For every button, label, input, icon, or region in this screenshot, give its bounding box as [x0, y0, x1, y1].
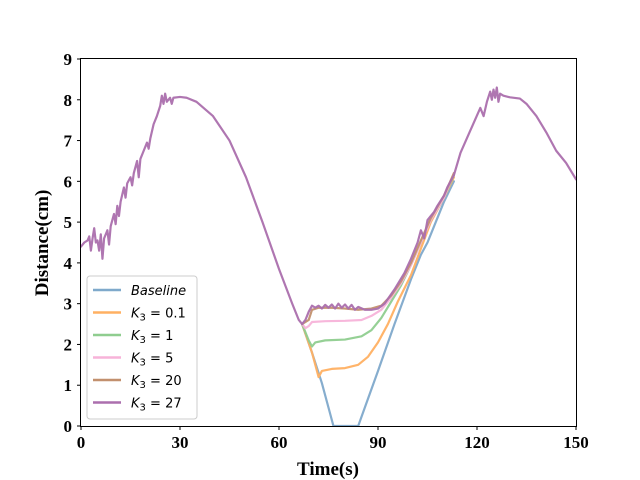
y-axis-ticks: 0 1 2 3 4 5 6 7 8 9 [64, 50, 81, 436]
y-tick-label: 3 [64, 295, 73, 314]
legend-entry: K3 = 1 [131, 329, 173, 346]
y-axis-label: Distance(cm) [32, 190, 53, 297]
y-tick-label: 6 [64, 172, 73, 191]
legend-entry: K3 = 5 [131, 352, 173, 369]
x-tick-label: 30 [172, 433, 189, 452]
y-tick-label: 7 [64, 132, 73, 151]
legend-entry: Baseline [131, 284, 186, 299]
y-tick-label: 5 [64, 213, 73, 232]
series-lines [81, 86, 576, 426]
plot-frame [80, 58, 577, 427]
x-tick-label: 120 [464, 433, 490, 452]
legend-entry: K3 = 0.1 [131, 307, 186, 324]
y-tick-label: 1 [64, 376, 73, 395]
x-axis-ticks: 0 30 60 90 120 150 [77, 426, 589, 452]
legend: Baseline K3 = 0.1 K3 = 1 K3 = 5 K3 = 20 K3 = … [86, 275, 198, 420]
series-line-1 [301, 176, 455, 379]
y-tick-label: 2 [64, 335, 73, 354]
series-line-5 [81, 86, 576, 326]
y-tick-label: 9 [64, 50, 73, 69]
y-tick-label: 4 [64, 254, 73, 273]
x-tick-label: 90 [370, 433, 387, 452]
legend-entry: K3 = 27 [131, 397, 182, 414]
x-axis-label: Time(s) [297, 459, 359, 480]
series-line-4 [301, 172, 455, 326]
x-tick-label: 0 [77, 433, 86, 452]
x-tick-label: 150 [563, 433, 589, 452]
y-tick-label: 8 [64, 91, 73, 110]
x-tick-label: 60 [271, 433, 288, 452]
y-tick-label: 0 [64, 417, 73, 436]
series-line-0 [301, 180, 455, 426]
legend-entry: K3 = 20 [131, 374, 182, 391]
